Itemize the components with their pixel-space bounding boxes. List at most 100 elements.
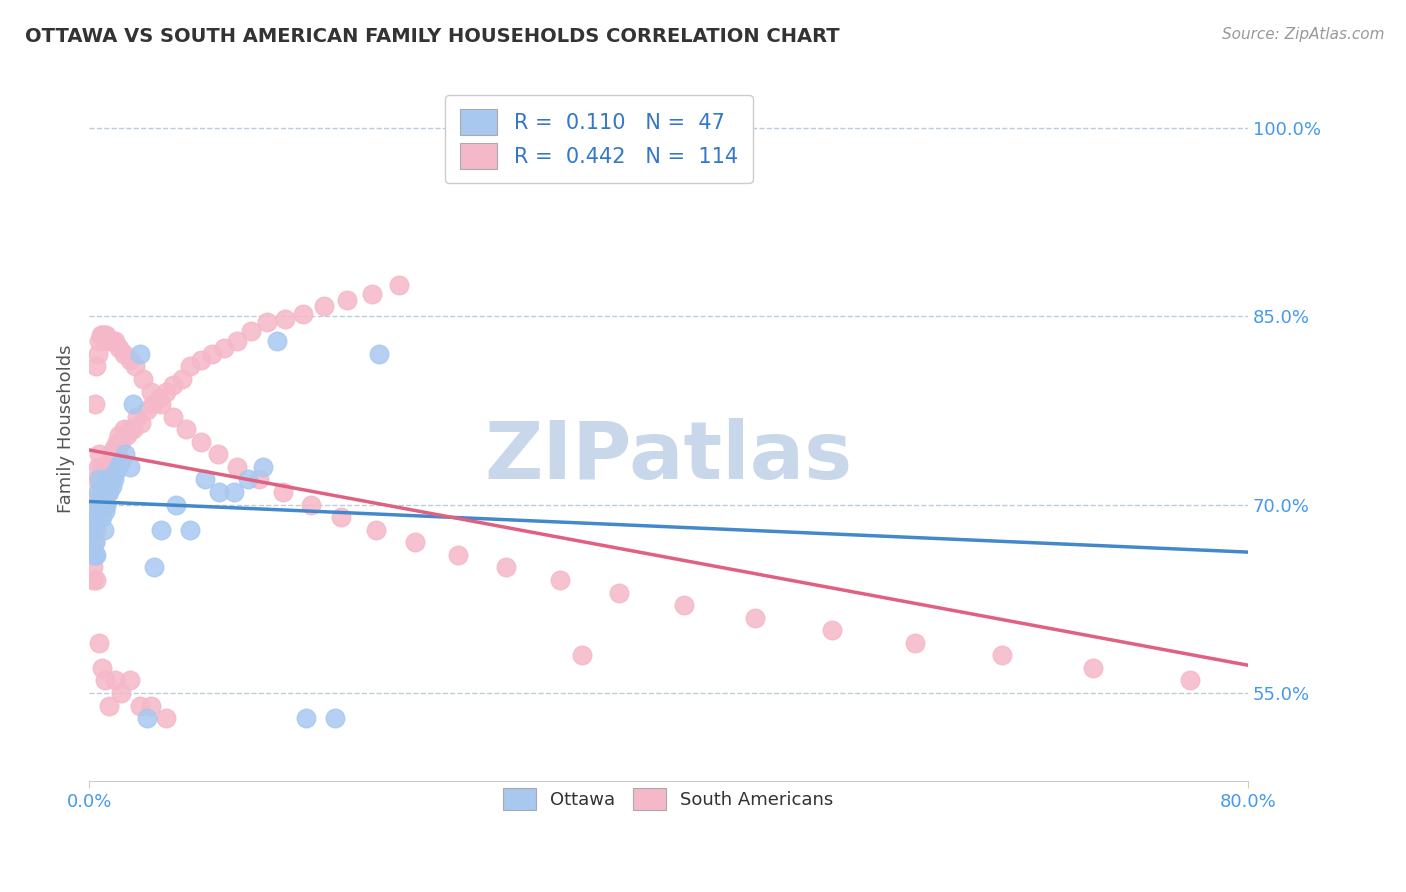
Point [208,485,231,500]
Point [91,498,114,512]
Text: OTTAWA VS SOUTH AMERICAN FAMILY HOUSEHOLDS CORRELATION CHART: OTTAWA VS SOUTH AMERICAN FAMILY HOUSEHOL… [25,27,839,45]
Point [89,447,111,461]
Point [101,453,124,467]
Point [104,334,127,349]
Point [96,473,118,487]
Point [1178,673,1201,688]
Point [141,698,163,713]
Point [83,535,105,549]
Point [96,473,118,487]
Point [330,510,353,524]
Point [86,523,108,537]
Point [98,698,121,713]
Point [110,686,132,700]
Point [87,485,110,500]
Point [93,328,115,343]
Point [162,378,184,392]
Point [143,560,166,574]
Point [112,422,135,436]
Point [96,498,118,512]
Point [447,548,470,562]
Point [89,473,111,487]
Point [174,422,197,436]
Point [990,648,1012,663]
Point [91,661,114,675]
Point [194,473,217,487]
Point [100,447,122,461]
Point [94,466,117,480]
Point [128,698,150,713]
Legend: Ottawa, South Americans: Ottawa, South Americans [489,774,848,825]
Point [108,341,131,355]
Point [96,328,118,343]
Point [252,459,274,474]
Point [673,598,696,612]
Point [94,485,117,500]
Point [323,711,346,725]
Point [299,498,322,512]
Point [136,711,159,725]
Point [212,341,235,355]
Point [90,459,112,474]
Point [1081,661,1104,675]
Point [86,548,108,562]
Point [904,636,927,650]
Point [89,498,111,512]
Point [162,409,184,424]
Point [110,453,132,467]
Point [87,347,110,361]
Point [548,573,571,587]
Point [112,347,135,361]
Point [121,422,143,436]
Point [104,447,127,461]
Point [83,504,105,518]
Point [225,334,247,349]
Point [118,673,141,688]
Point [148,391,170,405]
Point [108,428,131,442]
Point [179,523,201,537]
Point [744,610,766,624]
Point [115,428,138,442]
Point [150,397,173,411]
Point [114,447,136,461]
Point [93,498,115,512]
Point [495,560,517,574]
Point [83,535,105,549]
Point [110,434,132,449]
Text: Source: ZipAtlas.com: Source: ZipAtlas.com [1222,27,1385,42]
Y-axis label: Family Households: Family Households [58,345,75,514]
Point [201,347,224,361]
Point [80,541,103,556]
Point [141,384,163,399]
Point [86,504,108,518]
Point [98,473,121,487]
Point [86,359,108,374]
Point [367,347,389,361]
Point [89,636,111,650]
Point [90,504,112,518]
Point [136,403,159,417]
Point [118,459,141,474]
Point [131,372,153,386]
Point [83,548,105,562]
Point [103,473,125,487]
Point [86,516,108,531]
Point [97,485,120,500]
Point [97,479,120,493]
Point [142,397,165,411]
Point [93,523,115,537]
Point [124,359,146,374]
Point [86,498,108,512]
Point [98,485,121,500]
Point [222,485,245,500]
Point [82,523,104,537]
Point [98,334,121,349]
Point [82,560,104,574]
Text: ZIPatlas: ZIPatlas [484,418,852,496]
Point [94,673,117,688]
Point [125,409,148,424]
Point [240,324,263,338]
Point [107,441,129,455]
Point [170,372,193,386]
